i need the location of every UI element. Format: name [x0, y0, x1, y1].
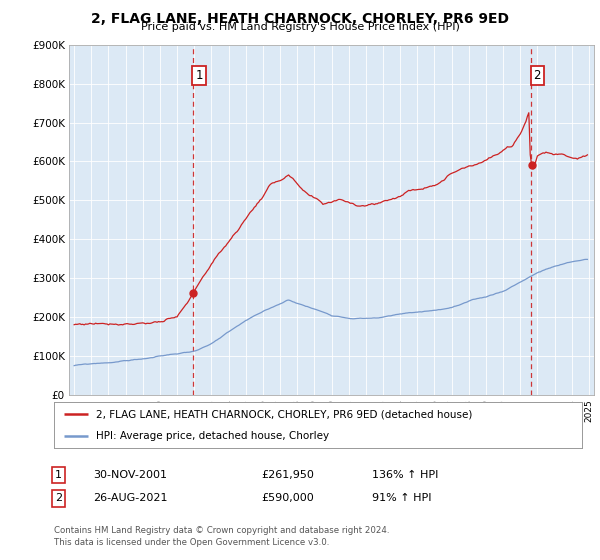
Text: HPI: Average price, detached house, Chorley: HPI: Average price, detached house, Chor… [96, 431, 329, 441]
Text: 30-NOV-2001: 30-NOV-2001 [93, 470, 167, 480]
Text: 2, FLAG LANE, HEATH CHARNOCK, CHORLEY, PR6 9ED: 2, FLAG LANE, HEATH CHARNOCK, CHORLEY, P… [91, 12, 509, 26]
Text: £590,000: £590,000 [261, 493, 314, 503]
Text: Contains HM Land Registry data © Crown copyright and database right 2024.: Contains HM Land Registry data © Crown c… [54, 526, 389, 535]
Text: 136% ↑ HPI: 136% ↑ HPI [372, 470, 439, 480]
Text: Price paid vs. HM Land Registry's House Price Index (HPI): Price paid vs. HM Land Registry's House … [140, 22, 460, 32]
Text: 2: 2 [533, 69, 541, 82]
Text: 2: 2 [55, 493, 62, 503]
Text: £261,950: £261,950 [261, 470, 314, 480]
Text: This data is licensed under the Open Government Licence v3.0.: This data is licensed under the Open Gov… [54, 538, 329, 547]
Text: 26-AUG-2021: 26-AUG-2021 [93, 493, 167, 503]
Text: 1: 1 [196, 69, 203, 82]
Text: 91% ↑ HPI: 91% ↑ HPI [372, 493, 431, 503]
Text: 2, FLAG LANE, HEATH CHARNOCK, CHORLEY, PR6 9ED (detached house): 2, FLAG LANE, HEATH CHARNOCK, CHORLEY, P… [96, 409, 473, 419]
Text: 1: 1 [55, 470, 62, 480]
